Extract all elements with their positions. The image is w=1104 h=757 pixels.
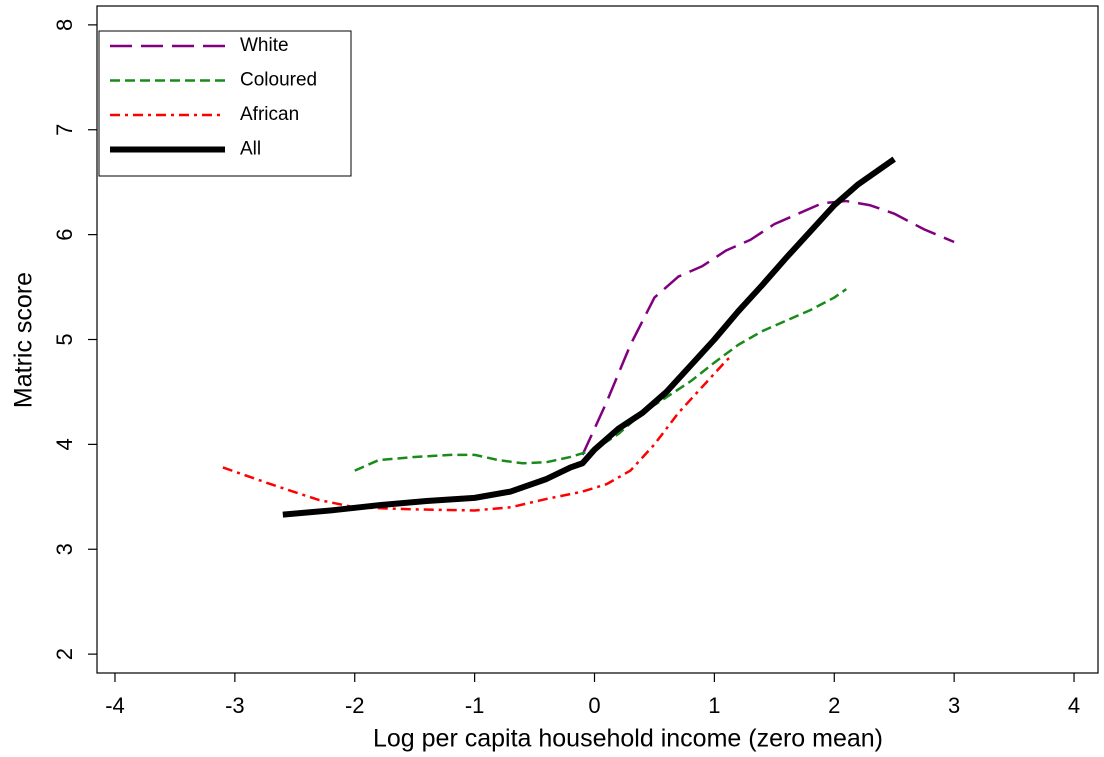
y-tick-label: 6 — [52, 229, 77, 241]
y-tick-label: 7 — [52, 124, 77, 136]
series-line — [354, 288, 847, 472]
x-axis-title: Log per capita household income (zero me… — [373, 725, 883, 753]
y-tick-label: 2 — [52, 648, 77, 660]
x-tick-label: 1 — [708, 693, 720, 718]
y-tick-label: 4 — [52, 438, 77, 450]
y-tick-label: 3 — [52, 543, 77, 555]
x-tick-label: 4 — [1068, 693, 1080, 718]
series-line — [222, 354, 734, 512]
legend-label: White — [240, 35, 289, 56]
x-tick-label: -2 — [345, 693, 365, 718]
x-tick-label: -4 — [105, 693, 125, 718]
legend-box — [98, 30, 352, 177]
y-tick-label: 8 — [52, 19, 77, 31]
x-tick-label: 3 — [948, 693, 960, 718]
legend-label: African — [240, 104, 299, 125]
y-axis-title: Matric score — [10, 272, 38, 408]
x-tick-label: 0 — [588, 693, 600, 718]
series-line — [581, 199, 955, 456]
legend-label: All — [240, 139, 261, 160]
x-tick-label: 2 — [828, 693, 840, 718]
x-tick-label: -3 — [225, 693, 245, 718]
y-tick-label: 5 — [52, 333, 77, 345]
legend-label: Coloured — [240, 70, 317, 91]
series-line — [282, 156, 896, 518]
x-tick-label: -1 — [465, 693, 485, 718]
